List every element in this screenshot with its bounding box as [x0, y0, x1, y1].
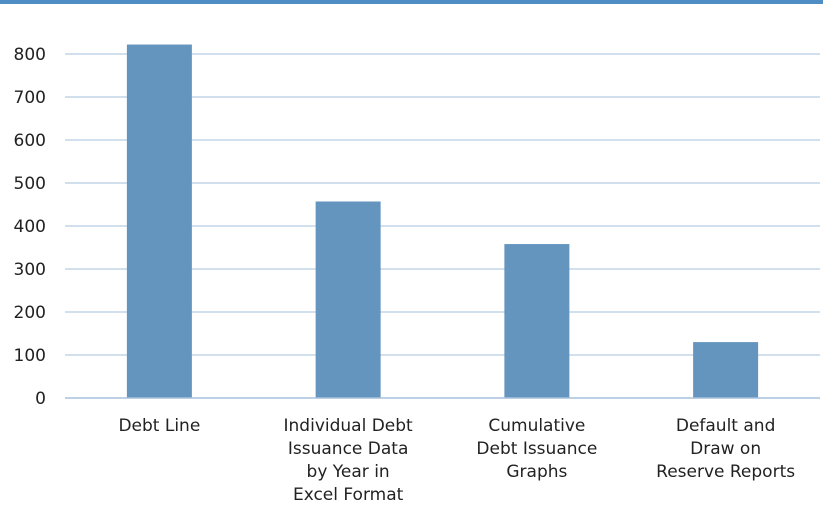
bars	[126, 44, 759, 398]
y-tick-label: 400	[14, 217, 46, 237]
y-tick-label: 100	[14, 346, 46, 366]
category-label: Default and Draw on Reserve Reports	[656, 416, 795, 482]
category-label-line: Graphs	[506, 462, 567, 482]
y-tick-label: 200	[14, 303, 46, 323]
category-label: Individual Debt Issuance Data by Year in Ex…	[284, 416, 414, 505]
y-tick-label: 700	[14, 88, 46, 108]
y-tick-label: 600	[14, 131, 46, 151]
top-accent-rule	[0, 0, 823, 4]
bar	[315, 201, 381, 398]
category-labels: Debt Line Individual Debt Issuance Data by …	[118, 416, 795, 505]
y-tick-label: 300	[14, 260, 46, 280]
y-tick-label: 0	[35, 389, 46, 409]
category-label: Cumulative Debt Issuance Graphs	[476, 416, 597, 482]
y-tick-label: 500	[14, 174, 46, 194]
bar	[693, 342, 759, 398]
bar	[504, 244, 570, 398]
y-axis-ticks: 0 100 200 300 400 500 600 700 800	[14, 45, 46, 409]
category-label-line: Draw on	[690, 439, 761, 459]
category-label-line: Debt Line	[118, 416, 200, 436]
category-label-line: Default and	[676, 416, 776, 436]
category-label-line: Reserve Reports	[656, 462, 795, 482]
category-label-line: Cumulative	[488, 416, 585, 436]
category-label-line: Excel Format	[293, 485, 404, 505]
category-label-line: Issuance Data	[288, 439, 409, 459]
bar	[126, 44, 192, 398]
category-label: Debt Line	[118, 416, 200, 436]
category-label-line: by Year in	[307, 462, 390, 482]
y-tick-label: 800	[14, 45, 46, 65]
category-label-line: Individual Debt	[284, 416, 414, 436]
category-label-line: Debt Issuance	[476, 439, 597, 459]
